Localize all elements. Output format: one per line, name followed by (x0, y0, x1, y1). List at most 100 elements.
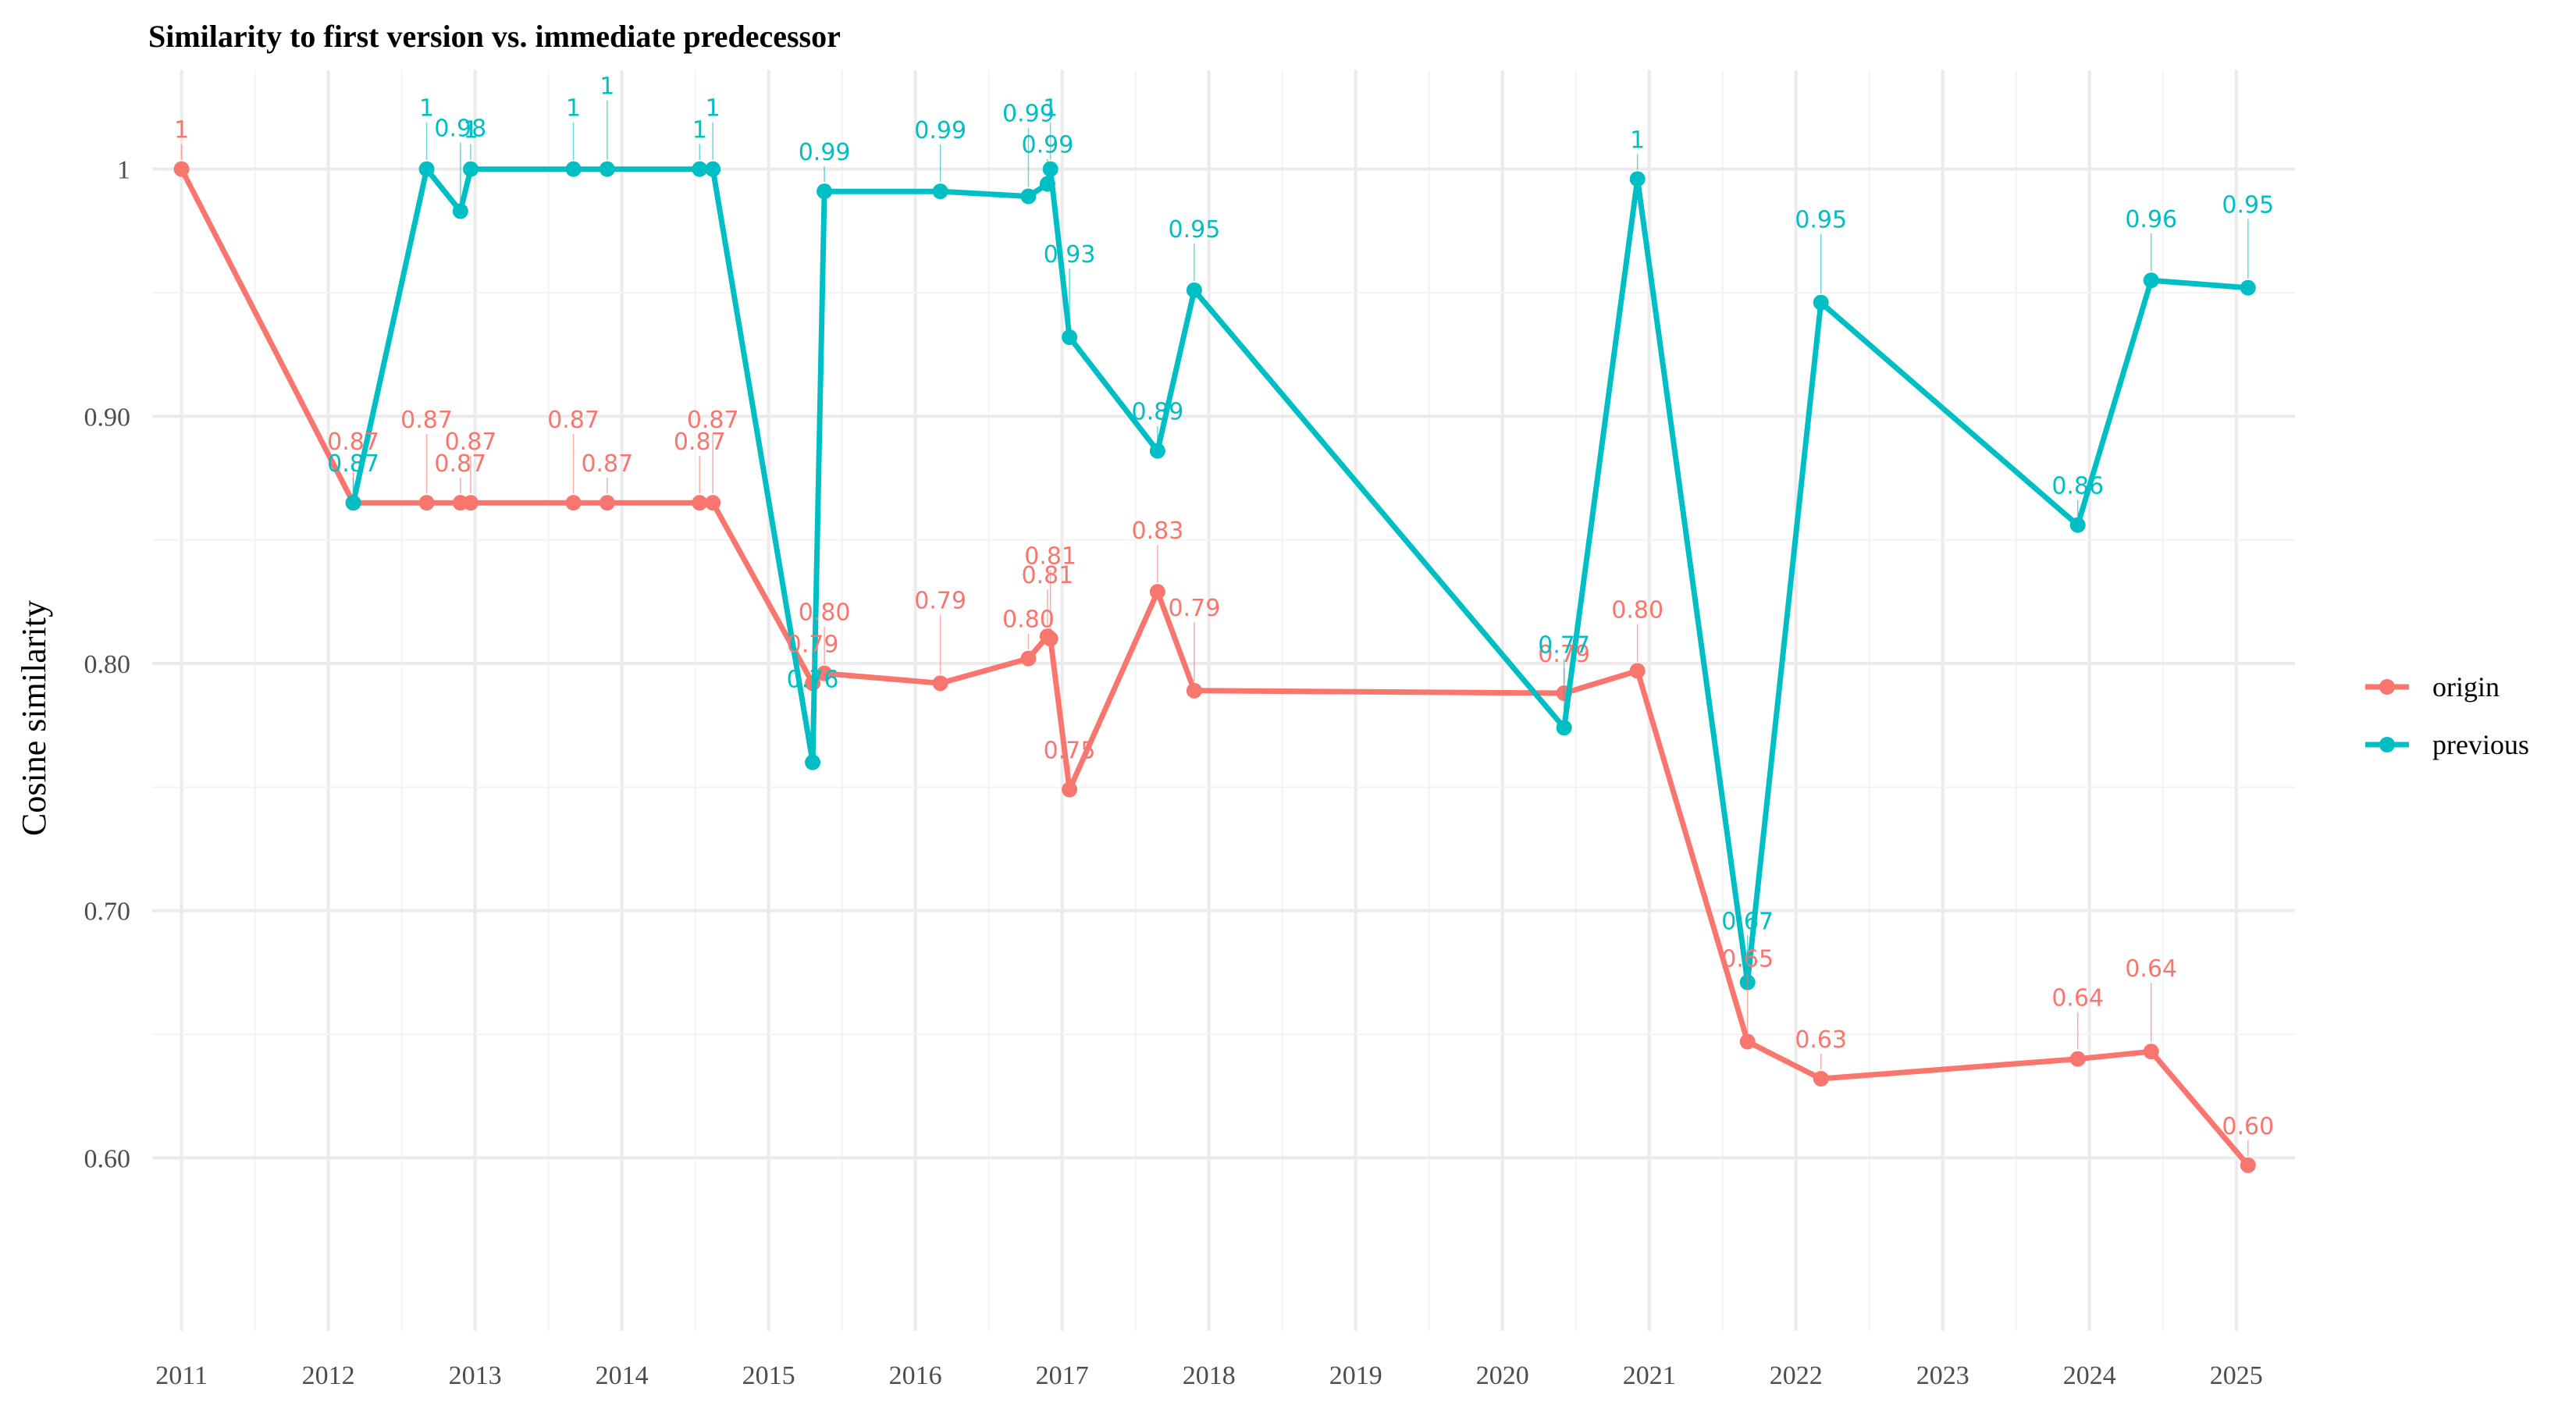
series-lines (173, 161, 2256, 1173)
x-tick-label: 2014 (596, 1361, 649, 1390)
data-label-previous: 0.99 (1002, 101, 1055, 128)
data-label-origin: 0.81 (1021, 562, 1073, 589)
legend-label: previous (2432, 729, 2529, 760)
data-point-origin (1042, 631, 1059, 647)
chart-title: Similarity to first version vs. immediat… (148, 19, 841, 54)
legend-item-previous: previous (2365, 729, 2529, 760)
x-tick-label: 2013 (449, 1361, 502, 1390)
y-tick-label: 0.60 (84, 1144, 131, 1173)
data-point-origin (1149, 584, 1165, 600)
y-tick-label: 1 (117, 156, 130, 185)
data-label-previous: 1 (1043, 95, 1058, 123)
legend-label: origin (2432, 671, 2500, 702)
data-point-origin (932, 675, 948, 692)
data-label-origin: 0.87 (687, 407, 739, 434)
x-tick-label: 2011 (155, 1361, 208, 1390)
data-label-origin: 0.63 (1795, 1026, 1847, 1054)
data-point-origin (2069, 1051, 2086, 1067)
data-label-origin: 0.80 (1002, 606, 1055, 634)
x-tick-label: 2025 (2210, 1361, 2263, 1390)
data-label-previous: 0.93 (1044, 241, 1096, 269)
x-tick-label: 2015 (742, 1361, 795, 1390)
data-label-previous: 1 (706, 95, 720, 123)
data-point-origin (1739, 1033, 1756, 1050)
series-line-previous (350, 166, 2249, 985)
data-point-previous (805, 754, 821, 770)
data-label-origin: 1 (174, 117, 189, 144)
data-label-origin: 0.64 (2125, 955, 2177, 983)
x-tick-label: 2017 (1036, 1361, 1089, 1390)
data-label-previous: 1 (692, 117, 707, 144)
data-point-origin (173, 161, 190, 177)
data-point-origin (462, 495, 479, 511)
data-point-previous (565, 161, 582, 177)
data-point-previous (1149, 443, 1165, 459)
legend-item-origin: origin (2365, 671, 2500, 702)
y-tick-label: 0.80 (84, 650, 131, 679)
data-point-previous (2143, 272, 2159, 289)
x-tick-label: 2019 (1329, 1361, 1382, 1390)
data-point-origin (2240, 1157, 2256, 1173)
axes: 2011 2012 2013 2014 2015 2016 2017 2018 2019 2020… (84, 156, 2263, 1390)
data-point-origin (1186, 682, 1202, 699)
data-label-origin: 0.87 (581, 450, 633, 478)
data-label-previous: 0.99 (799, 139, 851, 166)
data-point-previous (1042, 161, 1059, 177)
data-label-previous: 0.95 (2222, 192, 2274, 219)
data-point-origin (1813, 1071, 1829, 1087)
data-labels: 10.870.870.870.870.870.870.870.870.790.8… (174, 73, 2274, 1156)
data-point-previous (345, 495, 361, 511)
data-label-origin: 0.80 (1611, 597, 1663, 624)
legend: origin previous (2365, 671, 2529, 760)
data-label-previous: 1 (463, 117, 478, 144)
x-tick-label: 2023 (1916, 1361, 1969, 1390)
data-point-origin (418, 495, 435, 511)
data-label-previous: 0.67 (1721, 909, 1774, 936)
data-label-origin: 0.80 (799, 599, 851, 627)
data-point-origin (1020, 650, 1037, 667)
x-tick-label: 2020 (1476, 1361, 1529, 1390)
y-tick-label: 0.90 (84, 403, 131, 432)
data-point-origin (565, 495, 582, 511)
data-point-previous (418, 161, 435, 177)
data-label-origin: 0.64 (2051, 985, 2104, 1012)
data-point-previous (1556, 720, 1572, 736)
data-point-origin (599, 495, 615, 511)
data-point-previous (1813, 294, 1829, 311)
data-label-origin: 0.60 (2222, 1113, 2274, 1140)
data-label-origin: 0.81 (1024, 542, 1076, 570)
data-label-previous: 0.89 (1131, 399, 1183, 426)
legend-swatch-point (2379, 679, 2395, 695)
data-point-previous (462, 161, 479, 177)
x-tick-label: 2012 (302, 1361, 355, 1390)
data-point-previous (452, 203, 468, 219)
x-tick-label: 2016 (889, 1361, 942, 1390)
data-label-previous: 0.95 (1795, 207, 1847, 234)
data-label-origin: 0.83 (1131, 518, 1183, 545)
data-label-previous: 1 (600, 73, 614, 101)
data-point-previous (1020, 188, 1037, 205)
data-point-previous (1062, 329, 1078, 345)
data-label-origin: 0.87 (674, 429, 726, 456)
data-point-origin (705, 495, 721, 511)
data-label-previous: 0.98 (434, 116, 486, 143)
data-label-origin: 0.75 (1044, 738, 1096, 765)
x-tick-label: 2024 (2063, 1361, 2116, 1390)
data-label-previous: 1 (1630, 126, 1645, 154)
data-point-previous (1186, 282, 1202, 298)
data-label-origin: 0.87 (400, 407, 453, 434)
data-point-previous (705, 161, 721, 177)
data-label-previous: 0.96 (2125, 206, 2177, 233)
y-axis-title: Cosine similarity (15, 600, 53, 836)
grid (152, 70, 2295, 1331)
data-point-origin (817, 665, 833, 681)
data-label-origin: 0.79 (914, 587, 966, 614)
data-point-previous (2240, 279, 2256, 296)
x-tick-label: 2021 (1623, 1361, 1676, 1390)
data-label-previous: 0.87 (327, 450, 379, 478)
data-label-origin: 0.87 (547, 407, 600, 434)
data-label-previous: 0.99 (914, 117, 966, 144)
data-point-previous (1039, 176, 1055, 192)
data-point-previous (817, 183, 833, 200)
